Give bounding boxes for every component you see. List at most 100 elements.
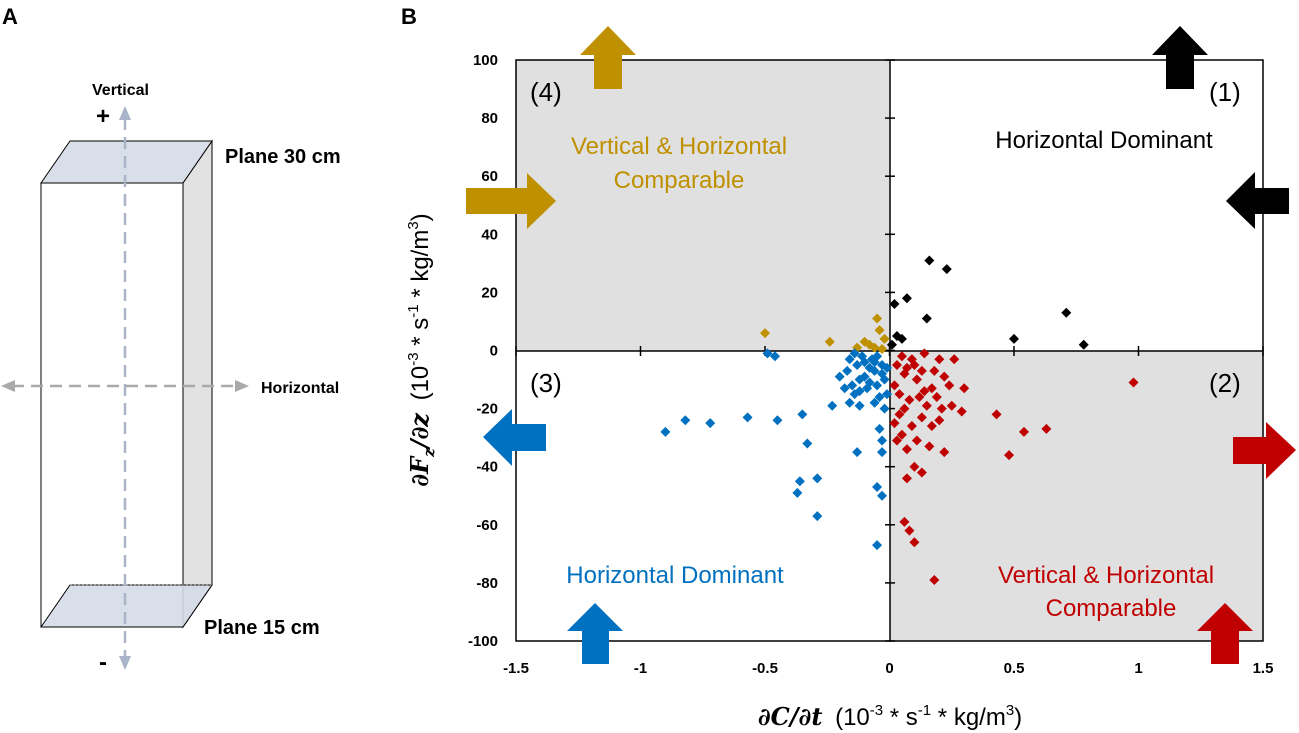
data-point <box>1061 307 1072 318</box>
y-axis-label-main: ∂F <box>405 455 434 487</box>
data-point <box>914 391 925 402</box>
data-point <box>1128 377 1139 388</box>
quadrant-2-label-line2: Comparable <box>1046 595 1177 622</box>
data-point <box>901 444 912 455</box>
quadrant-2-number: (2) <box>1209 368 1241 398</box>
data-point <box>877 435 888 446</box>
data-point <box>797 409 808 420</box>
data-point <box>906 421 917 432</box>
y-axis-label-sub: z <box>420 448 438 458</box>
data-point <box>916 412 927 423</box>
x-tick-labels: -1.5 -1 -0.5 0 0.5 1 1.5 <box>503 660 1273 677</box>
plane-30cm <box>40 140 213 184</box>
y-axis-label-den: /∂z <box>405 412 434 451</box>
data-point <box>762 348 773 359</box>
data-point <box>944 380 955 391</box>
x-axis-label-end: * kg/m <box>931 704 1006 731</box>
series-4 <box>889 348 1139 585</box>
plane-top-label: Plane 30 cm <box>225 146 341 168</box>
data-point <box>929 574 940 585</box>
plane-bottom-label: Plane 15 cm <box>204 617 320 639</box>
horizontal-arrowhead-left-icon <box>1 380 15 392</box>
quadrant-4-number: (4) <box>530 77 562 107</box>
data-point <box>899 403 910 414</box>
data-point <box>916 365 927 376</box>
data-point <box>919 348 930 359</box>
data-point <box>921 313 932 324</box>
scatter-points <box>660 255 1139 585</box>
q4-right-arrow-icon <box>466 173 556 229</box>
data-point <box>926 383 937 394</box>
data-point <box>931 391 942 402</box>
data-point <box>772 415 783 426</box>
data-point <box>904 394 915 405</box>
horizontal-arrowhead-right-icon <box>235 380 249 392</box>
y-axis-label-units: (10 <box>407 366 434 401</box>
data-point <box>1041 423 1052 434</box>
data-point <box>872 313 883 324</box>
data-point <box>934 415 945 426</box>
data-point <box>874 391 885 402</box>
data-point <box>842 365 853 376</box>
data-point <box>1018 426 1029 437</box>
data-point <box>849 348 860 359</box>
data-point <box>946 400 957 411</box>
panel-a-letter: A <box>2 4 18 29</box>
quadrant-2-shade <box>890 351 1263 641</box>
data-point <box>874 423 885 434</box>
y-axis-label-exp2: -1 <box>405 304 422 317</box>
x-tick-label: -1 <box>634 660 647 677</box>
x-axis-label-exp2: -1 <box>918 702 931 719</box>
q3-down-arrow-icon <box>567 603 623 664</box>
panel-b-letter: B <box>401 4 417 29</box>
y-tick-labels: 100 80 60 40 20 0 -20 -40 -60 -80 -100 <box>468 52 498 650</box>
data-point <box>852 447 863 458</box>
data-point <box>899 516 910 527</box>
data-point <box>862 383 873 394</box>
data-point <box>872 540 883 551</box>
data-point <box>1004 450 1015 461</box>
data-point <box>896 429 907 440</box>
data-point <box>857 351 868 362</box>
data-point <box>956 406 967 417</box>
data-point <box>891 360 902 371</box>
data-point <box>901 362 912 373</box>
data-point <box>894 389 905 400</box>
data-point <box>939 371 950 382</box>
x-tick-label: -0.5 <box>752 660 778 677</box>
data-point <box>827 400 838 411</box>
vertical-label: Vertical <box>92 82 149 99</box>
box-front-face <box>40 182 184 628</box>
data-point <box>949 354 960 365</box>
plus-sign: + <box>96 103 110 130</box>
data-point <box>909 537 920 548</box>
data-point <box>901 293 912 304</box>
data-point <box>889 299 900 310</box>
data-point <box>792 487 803 498</box>
data-point <box>834 371 845 382</box>
x-axis-label-mid: * s <box>883 704 918 731</box>
data-point <box>852 360 863 371</box>
data-point <box>929 365 940 376</box>
q1-up-arrow-icon <box>1152 26 1208 89</box>
data-point <box>877 447 888 458</box>
data-point <box>874 325 885 336</box>
data-point <box>854 400 865 411</box>
y-tick-label: 80 <box>481 110 498 127</box>
data-point <box>919 386 930 397</box>
data-point <box>864 362 875 373</box>
y-tick-label: 100 <box>473 52 498 69</box>
data-point <box>872 482 883 493</box>
quadrant-4-label-line2: Comparable <box>614 167 745 194</box>
box-right-face <box>182 139 213 629</box>
y-tick-label: -20 <box>476 401 498 418</box>
q1-left-arrow-icon <box>1226 172 1289 229</box>
data-point <box>1009 333 1019 344</box>
y-tick-label: 0 <box>490 343 498 360</box>
data-point <box>849 389 860 400</box>
data-point <box>926 421 937 432</box>
y-axis-label-close: ) <box>407 213 434 221</box>
data-point <box>891 435 902 446</box>
data-point <box>991 409 1002 420</box>
